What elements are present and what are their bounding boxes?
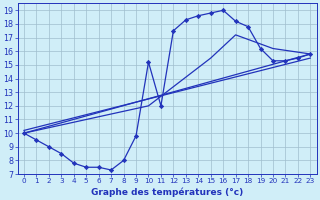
- X-axis label: Graphe des températures (°c): Graphe des températures (°c): [91, 187, 243, 197]
